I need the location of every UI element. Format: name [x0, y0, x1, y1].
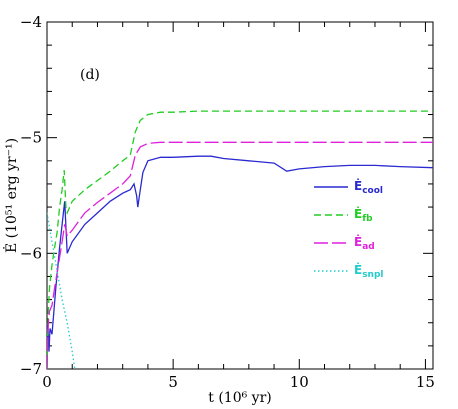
- series-group: [47, 110, 433, 369]
- y-tick-label: −7: [20, 360, 42, 378]
- x-tick-label: 10: [290, 373, 309, 391]
- x-tick-label: 0: [42, 373, 52, 391]
- series-line-snpl: [47, 212, 76, 369]
- y-axis-label: Ė (10⁵¹ erg yr⁻¹): [2, 138, 20, 253]
- y-tick-label: −6: [20, 244, 42, 262]
- legend-label-snpl: Ėsnpl: [354, 262, 384, 280]
- series-line-cool: [47, 155, 433, 369]
- legend-label-ad: Ėad: [354, 234, 375, 252]
- series-line-fb: [47, 110, 433, 369]
- ticks: [46, 21, 433, 370]
- legend: Ėcool Ėfb Ėad Ėsnpl: [314, 178, 384, 280]
- y-tick-label: −5: [20, 129, 42, 147]
- legend-label-cool: Ėcool: [354, 178, 383, 196]
- x-tick-label: 15: [416, 373, 435, 391]
- tick-labels: 0 5 10 15 −7 −6 −5 −4: [20, 13, 435, 391]
- x-tick-label: 5: [168, 373, 178, 391]
- y-tick-label: −4: [20, 13, 42, 31]
- legend-label-fb: Ėfb: [354, 206, 373, 224]
- panel-label: (d): [80, 67, 100, 83]
- plot-frame: [46, 21, 434, 370]
- x-axis-label: t (10⁶ yr): [208, 390, 271, 406]
- series-line-ad: [47, 141, 433, 369]
